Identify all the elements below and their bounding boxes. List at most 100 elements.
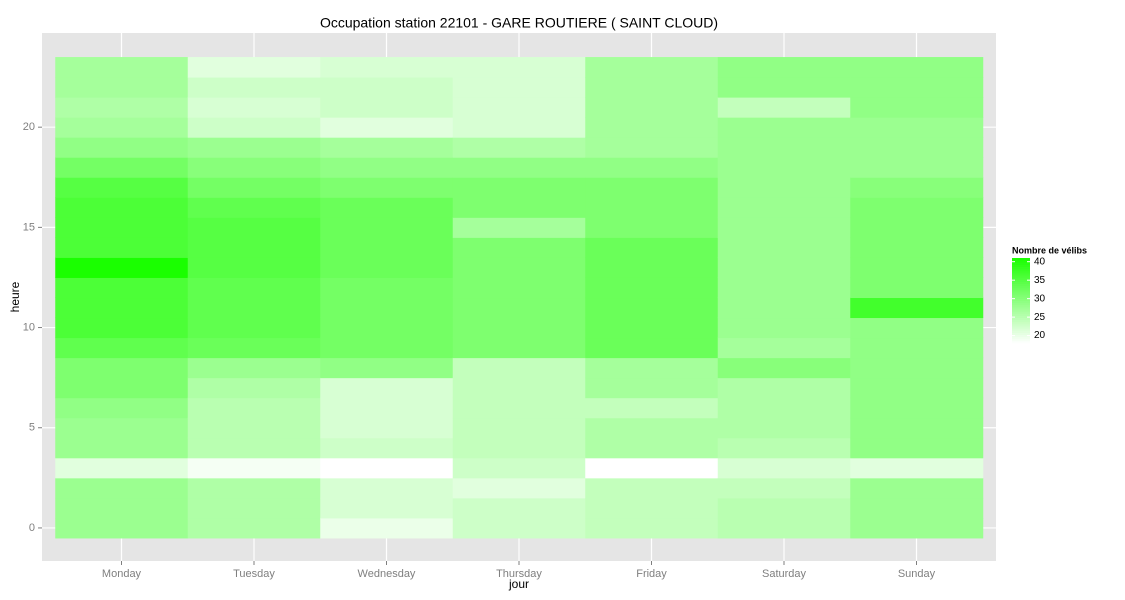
- tile: [717, 457, 851, 479]
- colorbar-step: [1012, 287, 1030, 291]
- tile: [187, 497, 321, 519]
- colorbar-step: [1012, 321, 1030, 325]
- tile: [717, 337, 851, 359]
- tile: [187, 277, 321, 299]
- y-axis-label: heure: [8, 281, 22, 312]
- tile: [320, 457, 454, 479]
- tile: [187, 177, 321, 198]
- tile: [452, 177, 586, 198]
- tile: [850, 237, 984, 258]
- tile: [850, 77, 984, 98]
- tile: [55, 497, 189, 519]
- tile: [187, 137, 321, 158]
- tile: [850, 97, 984, 118]
- colorbar-step: [1012, 289, 1030, 293]
- x-axis-label: jour: [508, 577, 529, 591]
- tile: [452, 377, 586, 399]
- tile: [850, 357, 984, 379]
- x-tick-label: Friday: [636, 568, 667, 580]
- tile: [717, 57, 851, 78]
- tile: [320, 57, 454, 78]
- tile: [55, 477, 189, 499]
- colorbar-step: [1012, 264, 1030, 267]
- colorbar-step: [1012, 283, 1030, 287]
- colorbar-step: [1012, 332, 1030, 335]
- tile: [850, 457, 984, 479]
- tile: [452, 357, 586, 379]
- tile: [452, 197, 586, 218]
- tile: [320, 417, 454, 439]
- colorbar-step: [1012, 319, 1030, 323]
- colorbar-step: [1012, 279, 1030, 282]
- y-tick-label: 5: [29, 422, 35, 434]
- tile: [850, 477, 984, 499]
- colorbar-label: 35: [1034, 275, 1046, 286]
- tile: [850, 417, 984, 439]
- tile: [585, 237, 719, 258]
- tile: [452, 297, 586, 319]
- tile: [585, 117, 719, 138]
- tile: [320, 277, 454, 299]
- tile: [585, 317, 719, 339]
- tile: [452, 237, 586, 258]
- colorbar-step: [1012, 262, 1030, 265]
- tile: [850, 377, 984, 399]
- colorbar-step: [1012, 304, 1030, 308]
- tile: [55, 117, 189, 138]
- tile: [320, 437, 454, 459]
- tile: [187, 77, 321, 98]
- tile: [452, 457, 586, 479]
- tile: [320, 237, 454, 258]
- tile: [850, 177, 984, 198]
- colorbar-step: [1012, 323, 1030, 327]
- tile: [55, 97, 189, 118]
- colorbar-step: [1012, 328, 1030, 331]
- tile: [850, 137, 984, 158]
- tile: [717, 477, 851, 499]
- tile: [187, 517, 321, 539]
- tile: [187, 397, 321, 419]
- tile: [55, 417, 189, 439]
- tile: [320, 157, 454, 178]
- colorbar-step: [1012, 317, 1030, 321]
- tile: [585, 477, 719, 499]
- tile: [452, 517, 586, 539]
- tiles: [55, 57, 984, 539]
- tile: [320, 217, 454, 238]
- tile: [850, 517, 984, 539]
- tile: [55, 397, 189, 419]
- tile: [187, 357, 321, 379]
- tile: [452, 97, 586, 118]
- tile: [187, 317, 321, 339]
- tile: [55, 437, 189, 459]
- tile: [320, 197, 454, 218]
- tile: [585, 497, 719, 519]
- tile: [55, 237, 189, 258]
- colorbar-step: [1012, 340, 1030, 344]
- tile: [717, 497, 851, 519]
- tile: [452, 257, 586, 278]
- colorbar-step: [1012, 294, 1030, 297]
- tile: [187, 217, 321, 238]
- tile: [320, 377, 454, 399]
- tile: [585, 77, 719, 98]
- tile: [187, 117, 321, 138]
- colorbar-step: [1012, 268, 1030, 272]
- tile: [55, 297, 189, 319]
- tile: [717, 257, 851, 278]
- tile: [717, 177, 851, 198]
- tile: [55, 77, 189, 98]
- tile: [717, 377, 851, 399]
- tile: [717, 437, 851, 459]
- tile: [585, 377, 719, 399]
- tile: [55, 377, 189, 399]
- colorbar-step: [1012, 270, 1030, 274]
- colorbar-step: [1012, 315, 1030, 318]
- tile: [585, 457, 719, 479]
- colorbar-step: [1012, 306, 1030, 310]
- tile: [585, 437, 719, 459]
- tile: [452, 317, 586, 339]
- tile: [55, 177, 189, 198]
- tile: [187, 297, 321, 319]
